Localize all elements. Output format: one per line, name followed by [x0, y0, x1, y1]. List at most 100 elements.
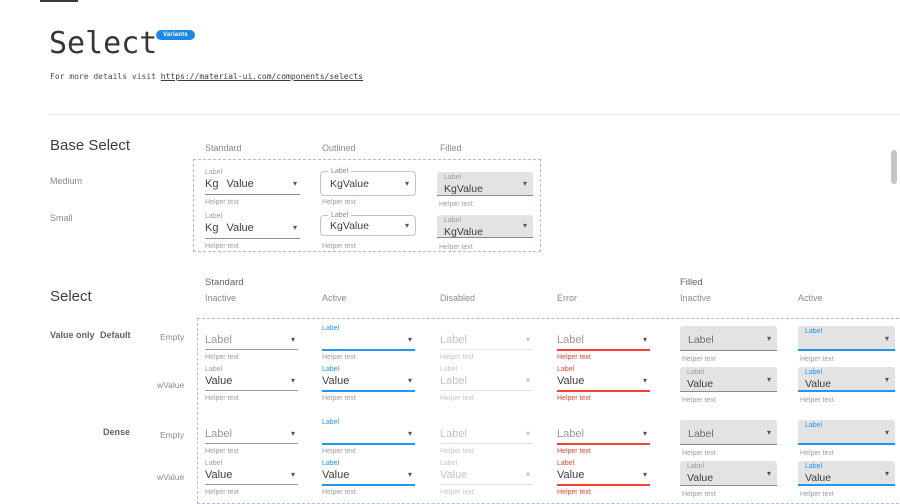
select-standard-inactive-dense-empty[interactable]: Label ▾ Helper text	[205, 419, 298, 456]
dropdown-caret-icon: ▾	[290, 429, 295, 438]
select-adornment: Kg	[205, 222, 219, 234]
base-select-standard-medium[interactable]: Label Kg Value ▾ Helper text	[205, 169, 300, 206]
select-value-row[interactable]: Value ▾	[557, 375, 650, 389]
row-label-value-only: Value only	[50, 330, 95, 340]
helper-text: Helper text	[205, 354, 239, 361]
dropdown-caret-icon: ▾	[642, 429, 647, 438]
select-standard-disabled-default-wvalue[interactable]: Label Label ▾ Helper text	[440, 366, 533, 403]
dropdown-caret-icon: ▾	[407, 429, 412, 438]
select-underline	[440, 443, 533, 444]
row-label-small: Small	[50, 213, 73, 223]
helper-text: Helper text	[205, 395, 239, 402]
base-select-filled-small[interactable]: Label KgValue ▾ Helper text	[437, 215, 534, 255]
dropdown-caret-icon: ▾	[290, 376, 295, 385]
select-value-row[interactable]: Label ▾	[205, 428, 298, 442]
helper-text: Helper text	[322, 243, 356, 250]
filled-select-box[interactable]: Label Value ▾	[798, 367, 895, 392]
select-standard-disabled-default-empty[interactable]: Label ▾ Helper text	[440, 325, 533, 362]
select-value-row[interactable]: Label ▾	[440, 428, 533, 442]
select-value-row[interactable]: Label ▾	[440, 334, 533, 348]
select-floating-label: Label	[805, 328, 823, 335]
select-standard-error-dense-empty[interactable]: Label ▾ Helper text	[557, 419, 650, 456]
select-value-row[interactable]: Label ▾	[440, 375, 533, 389]
base-select-filled-medium[interactable]: Label KgValue ▾ Helper text	[437, 172, 534, 212]
group-header-standard: Standard	[205, 277, 244, 288]
dropdown-caret-icon: ▾	[292, 179, 297, 188]
select-value: Value	[440, 469, 468, 481]
filled-select-box[interactable]: Label Value ▾	[680, 461, 777, 486]
dropdown-caret-icon: ▾	[884, 428, 889, 437]
select-value-row[interactable]: Kg Value ▾	[205, 178, 300, 192]
filled-select-box[interactable]: Label ▾	[798, 326, 895, 351]
select-standard-inactive-default-empty[interactable]: Label ▾ Helper text	[205, 325, 298, 362]
select-underline	[322, 443, 415, 445]
filled-select-box[interactable]: Label ▾	[680, 326, 777, 351]
select-underline	[205, 484, 298, 485]
helper-text: Helper text	[322, 395, 356, 402]
select-value-row[interactable]: Value ▾	[440, 469, 533, 483]
select-standard-active-default-empty[interactable]: Label ▾ Helper text	[322, 325, 415, 362]
select-value-row[interactable]: Value ▾	[205, 375, 298, 389]
base-select-outlined-small[interactable]: Label KgValue ▾ Helper text	[320, 212, 416, 255]
top-edge-line	[40, 0, 78, 2]
filled-select-box[interactable]: Label ▾	[680, 420, 777, 445]
select-filled-active-default-wvalue[interactable]: Label Value ▾ Helper text	[798, 366, 895, 406]
row-label-empty: Empty	[160, 430, 185, 440]
base-select-standard-small[interactable]: Label Kg Value ▾ Helper text	[205, 213, 300, 250]
select-value-row[interactable]: Label ▾	[205, 334, 298, 348]
outlined-select-box[interactable]: Label KgValue ▾	[320, 168, 416, 196]
select-standard-active-default-wvalue[interactable]: Label Value ▾ Helper text	[322, 366, 415, 403]
select-standard-disabled-dense-empty[interactable]: Label ▾ Helper text	[440, 419, 533, 456]
select-adornment: Kg	[330, 177, 343, 190]
filled-select-box[interactable]: Label KgValue ▾	[437, 172, 533, 196]
select-value: Value	[205, 469, 233, 481]
select-standard-disabled-dense-wvalue[interactable]: Label Value ▾ Helper text	[440, 460, 533, 497]
filled-select-box[interactable]: Label Value ▾	[680, 367, 777, 392]
select-floating-label: Label	[805, 463, 823, 470]
filled-select-box[interactable]: Label ▾	[798, 420, 895, 445]
select-floating-label: Label	[328, 212, 352, 220]
select-filled-active-default-empty[interactable]: Label ▾ Helper text	[798, 325, 895, 365]
base-select-outlined-medium[interactable]: Label KgValue ▾ Helper text	[320, 168, 416, 211]
select-placeholder-label: Label	[440, 334, 467, 346]
helper-text: Helper text	[440, 489, 474, 496]
select-filled-active-dense-wvalue[interactable]: Label Value ▾ Helper text	[798, 460, 895, 500]
select-filled-inactive-default-wvalue[interactable]: Label Value ▾ Helper text	[680, 366, 777, 406]
select-value-row[interactable]: Label ▾	[557, 334, 650, 348]
outlined-select-box[interactable]: Label KgValue ▾	[320, 212, 416, 236]
select-grid-heading: Select	[50, 288, 92, 305]
dropdown-caret-icon: ▾	[404, 220, 409, 230]
scrollbar-thumb[interactable]	[891, 150, 897, 184]
select-standard-error-dense-wvalue[interactable]: Label Value ▾ Helper text	[557, 460, 650, 497]
select-filled-inactive-default-empty[interactable]: Label ▾ Helper text	[680, 325, 777, 365]
select-value-row[interactable]: Kg Value ▾	[205, 222, 300, 236]
select-value-row[interactable]: ▾	[322, 334, 415, 348]
filled-select-box[interactable]: Label Value ▾	[798, 461, 895, 486]
select-standard-error-default-empty[interactable]: Label ▾ Helper text	[557, 325, 650, 362]
select-standard-active-dense-wvalue[interactable]: Label Value ▾ Helper text	[322, 460, 415, 497]
select-value-row[interactable]: Value ▾	[322, 469, 415, 483]
select-adornment: Kg	[330, 219, 343, 232]
select-filled-inactive-dense-empty[interactable]: Label ▾ Helper text	[680, 419, 777, 459]
select-standard-inactive-dense-wvalue[interactable]: Label Value ▾ Helper text	[205, 460, 298, 497]
select-value-row[interactable]: Label ▾	[557, 428, 650, 442]
select-floating-label: Label	[557, 460, 575, 467]
helper-text: Helper text	[557, 354, 591, 361]
select-filled-active-dense-empty[interactable]: Label ▾ Helper text	[798, 419, 895, 459]
dropdown-caret-icon: ▾	[884, 469, 889, 478]
select-value-row[interactable]: Value ▾	[322, 375, 415, 389]
select-value-row: KgValue	[444, 226, 483, 238]
select-underline	[322, 484, 415, 486]
select-standard-error-default-wvalue[interactable]: Label Value ▾ Helper text	[557, 366, 650, 403]
column-header-active: Active	[322, 293, 347, 303]
select-value-row[interactable]: Value ▾	[557, 469, 650, 483]
docs-link[interactable]: https://material-ui.com/components/selec…	[160, 72, 364, 81]
select-value: Value	[687, 472, 714, 484]
select-value-row[interactable]: Value ▾	[205, 469, 298, 483]
select-standard-active-dense-empty[interactable]: Label ▾ Helper text	[322, 419, 415, 456]
select-floating-label: Label	[328, 168, 352, 176]
select-standard-inactive-default-wvalue[interactable]: Label Value ▾ Helper text	[205, 366, 298, 403]
filled-select-box[interactable]: Label KgValue ▾	[437, 215, 533, 238]
select-filled-inactive-dense-wvalue[interactable]: Label Value ▾ Helper text	[680, 460, 777, 500]
select-value-row[interactable]: ▾	[322, 428, 415, 442]
